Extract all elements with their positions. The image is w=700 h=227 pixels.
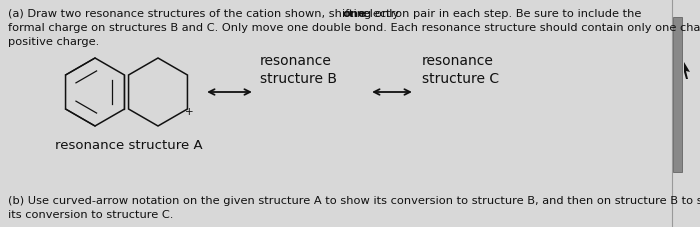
Text: resonance
structure C: resonance structure C (422, 54, 499, 86)
Text: its conversion to structure C.: its conversion to structure C. (8, 209, 174, 219)
Text: formal charge on structures B and C. Only move one double bond. Each resonance s: formal charge on structures B and C. Onl… (8, 23, 700, 33)
Text: (a) Draw two resonance structures of the cation shown, shifting only: (a) Draw two resonance structures of the… (8, 10, 402, 20)
Text: one: one (343, 10, 366, 20)
Text: electron pair in each step. Be sure to include the: electron pair in each step. Be sure to i… (358, 10, 641, 20)
Text: resonance structure A: resonance structure A (55, 138, 202, 151)
Text: positive charge.: positive charge. (8, 37, 99, 47)
Bar (673, 18, 682, 172)
Text: resonance
structure B: resonance structure B (260, 54, 337, 86)
Polygon shape (684, 63, 690, 80)
Text: (b) Use curved-arrow notation on the given structure A to show its conversion to: (b) Use curved-arrow notation on the giv… (8, 195, 700, 205)
Text: +: + (185, 106, 193, 116)
